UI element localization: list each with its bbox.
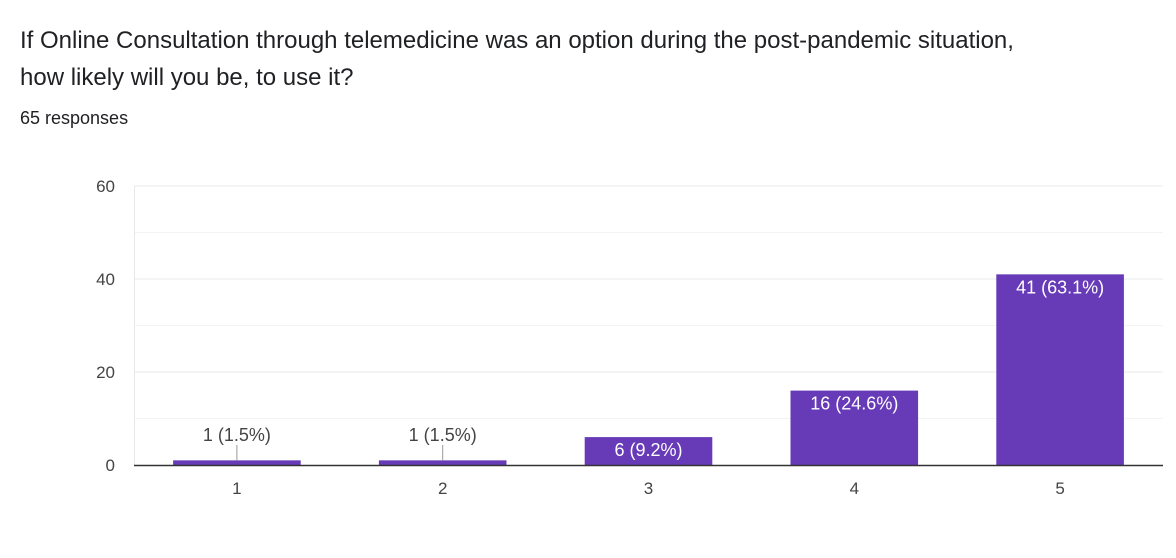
question-title: If Online Consultation through telemedic…	[20, 27, 1014, 91]
y-tick-label: 20	[96, 363, 115, 382]
data-label: 1 (1.5%)	[409, 425, 477, 445]
y-tick-label: 40	[96, 270, 115, 289]
bar	[790, 390, 919, 465]
y-tick-label: 60	[96, 177, 115, 196]
data-label: 1 (1.5%)	[203, 425, 271, 445]
response-count: 65 responses	[20, 108, 129, 128]
x-tick-label: 4	[850, 479, 859, 498]
bar	[378, 460, 507, 465]
data-label: 16 (24.6%)	[810, 394, 898, 414]
bar	[173, 460, 301, 465]
x-tick-label: 5	[1055, 479, 1064, 498]
bar	[584, 437, 713, 465]
bar	[996, 274, 1124, 465]
y-tick-label: 0	[106, 456, 115, 475]
data-label: 41 (63.1%)	[1016, 277, 1104, 297]
x-tick-label: 3	[644, 479, 653, 498]
x-tick-label: 1	[232, 479, 241, 498]
data-label: 6 (9.2%)	[614, 440, 682, 460]
x-tick-label: 2	[438, 479, 447, 498]
